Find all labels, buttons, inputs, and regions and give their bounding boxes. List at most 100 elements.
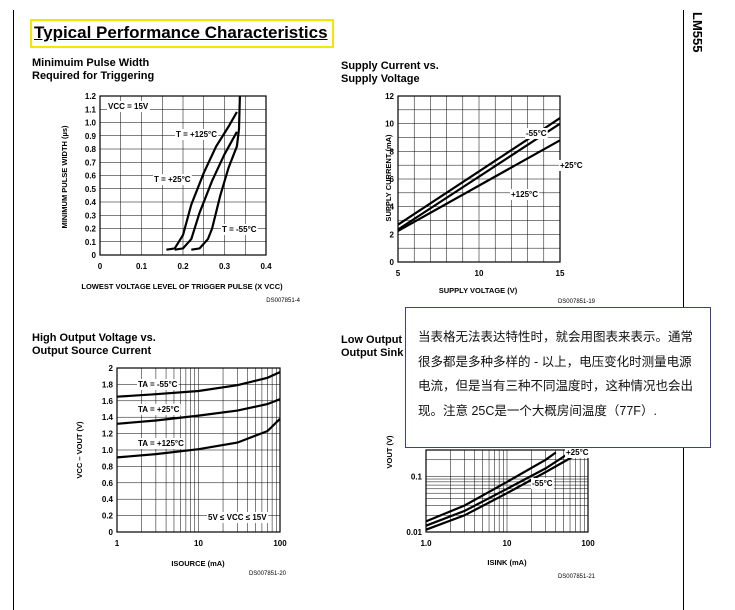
chart1-y-tick-label: 0.9 (85, 132, 97, 141)
chart3-x-tick-label: 100 (273, 539, 287, 548)
chart4-series-line (425, 451, 557, 523)
chart1-x-tick-label: 0.1 (136, 262, 148, 271)
chart1-title-line2: Required for Triggering (32, 70, 155, 82)
chart4-y-tick-label: 0.01 (406, 528, 422, 537)
chart2-document-code: DS007851-19 (558, 299, 596, 305)
chart1-y-tick-label: 0.1 (85, 238, 97, 247)
chart2-label-bg (559, 160, 584, 171)
chart1-x-tick-label: 0.2 (177, 262, 189, 271)
chart3-title-line2: Output Source Current (32, 345, 152, 357)
chart4-title-line1: Low Output (341, 334, 403, 346)
chart3-title-line1: High Output Voltage vs. (32, 332, 156, 344)
chart3-series-line (116, 398, 281, 425)
chart4-series-label: -55°C (532, 479, 553, 488)
chart4-x-axis-label: ISINK (mA) (487, 558, 527, 567)
chart1-y-tick-label: 0.7 (85, 158, 97, 167)
chart3-y-tick-label: 1.6 (102, 397, 114, 406)
chart4-label-bg (565, 447, 590, 458)
chart3-series-line (116, 371, 281, 398)
chart2-series-label: +125°C (511, 190, 538, 199)
chart4-title-line2: Output Sink (341, 347, 404, 359)
chart2-x-tick-label: 5 (396, 269, 401, 278)
chart3-y-tick-label: 0.6 (102, 479, 114, 488)
chart2-plot-frame (397, 95, 561, 263)
chart3-y-tick-label: 0.8 (102, 462, 114, 471)
chart2-series-label: -55°C (526, 129, 547, 138)
chart2-label-bg (525, 128, 548, 139)
chart2-y-tick-label: 8 (390, 147, 395, 156)
chart2-x-tick-label: 15 (556, 269, 565, 278)
chart4-x-tick-label: 1.0 (420, 539, 432, 548)
chart1-y-tick-label: 1.1 (85, 105, 97, 114)
chart3-plot-frame (116, 367, 281, 533)
explanation-tooltip: 当表格无法表达特性时，就会用图表来表示。通常很多都是多种多样的 - 以上，电压变… (405, 307, 711, 448)
chart1-y-tick-label: 0.4 (85, 198, 97, 207)
chart4-y-tick-label: 0.1 (411, 472, 423, 481)
chart3-document-code: DS007851-20 (249, 571, 287, 577)
chart3-y-tick-label: 0.2 (102, 512, 114, 521)
chart2-group (397, 95, 561, 263)
chart3-series-label: TA = +25°C (138, 405, 180, 414)
chart1-series-label: T = -55°C (222, 225, 257, 234)
chart3-y-tick-label: 1.2 (102, 430, 114, 439)
chart3-series-line (116, 418, 281, 459)
chart2-x-axis-label: SUPPLY VOLTAGE (V) (439, 286, 518, 295)
chart1-series-label: VCC = 15V (108, 102, 149, 111)
chart2-title: Supply Current vs. Supply Voltage (341, 60, 439, 86)
chart3-label-bg (137, 379, 179, 390)
chart2-series-line (397, 139, 561, 232)
chart1-y-tick-label: 0 (92, 251, 97, 260)
chart1-document-code: DS007851-4 (266, 298, 300, 304)
chart3-label-bg (137, 438, 186, 449)
chart3-group (116, 367, 281, 533)
chart4-title: Low Output Output Sink (341, 334, 403, 360)
chart2-label-bg (510, 189, 540, 200)
chart1-y-tick-label: 0.8 (85, 145, 97, 154)
chart2-y-tick-label: 12 (385, 92, 394, 101)
chart4-series-label: +25°C (566, 448, 589, 457)
chart1-y-tick-label: 1.2 (85, 92, 97, 101)
chart1-series-line (191, 95, 241, 251)
chart2-y-tick-label: 2 (390, 230, 395, 239)
chart2-title-line1: Supply Current vs. (341, 60, 439, 72)
tooltip-text: 当表格无法表达特性时，就会用图表来表示。通常很多都是多种多样的 - 以上，电压变… (418, 330, 694, 418)
chart4-label-bg (531, 478, 554, 489)
chart1-y-tick-label: 0.2 (85, 225, 97, 234)
chart1-plot-frame (99, 95, 267, 256)
chart2-series-label: +25°C (560, 161, 583, 170)
chart1-series-label: T = +25°C (154, 175, 191, 184)
chart2-title-line2: Supply Voltage (341, 73, 420, 85)
chart4-plot-frame (425, 449, 589, 533)
chart3-y-tick-label: 0.4 (102, 495, 114, 504)
chart1-x-axis-label: LOWEST VOLTAGE LEVEL OF TRIGGER PULSE (X… (81, 282, 283, 291)
chart1-title: Minimuim Pulse Width Required for Trigge… (32, 57, 154, 83)
chart1-y-tick-label: 0.5 (85, 185, 97, 194)
chart1-y-tick-label: 0.3 (85, 211, 97, 220)
chart1-series-label: T = +125°C (176, 130, 217, 139)
chart1-y-tick-label: 0.6 (85, 172, 97, 181)
chart3-x-axis-label: ISOURCE (mA) (171, 559, 225, 568)
chart1-x-tick-label: 0.3 (219, 262, 231, 271)
chart3-y-tick-label: 2 (109, 364, 114, 373)
chart1-y-tick-label: 1.0 (85, 119, 97, 128)
chart1-series-line (166, 111, 238, 251)
chart3-title: High Output Voltage vs. Output Source Cu… (32, 332, 156, 358)
chart2-y-axis-label: SUPPLY CURRENT (mA) (384, 134, 393, 222)
part-number-tag: LM555 (690, 12, 705, 53)
chart3-series-label: 5V ≤ VCC ≤ 15V (208, 513, 267, 522)
chart3-y-axis-label: VCC – VOUT (V) (75, 421, 84, 479)
chart2-y-tick-label: 10 (385, 120, 394, 129)
chart4-x-tick-label: 10 (503, 539, 512, 548)
chart1-x-tick-label: 0.4 (260, 262, 272, 271)
chart1-series-line (174, 131, 238, 251)
chart3-label-bg (137, 404, 181, 415)
chart4-document-code: DS007851-21 (558, 574, 596, 580)
chart1-label-bg (175, 129, 219, 140)
chart4-y-axis-label: VOUT (V) (385, 435, 394, 468)
chart3-series-label: TA = +125°C (138, 439, 184, 448)
chart4-series-line (425, 451, 581, 531)
chart1-label-bg (107, 101, 150, 112)
chart3-x-tick-label: 1 (115, 539, 120, 548)
chart1-x-tick-label: 0 (98, 262, 103, 271)
